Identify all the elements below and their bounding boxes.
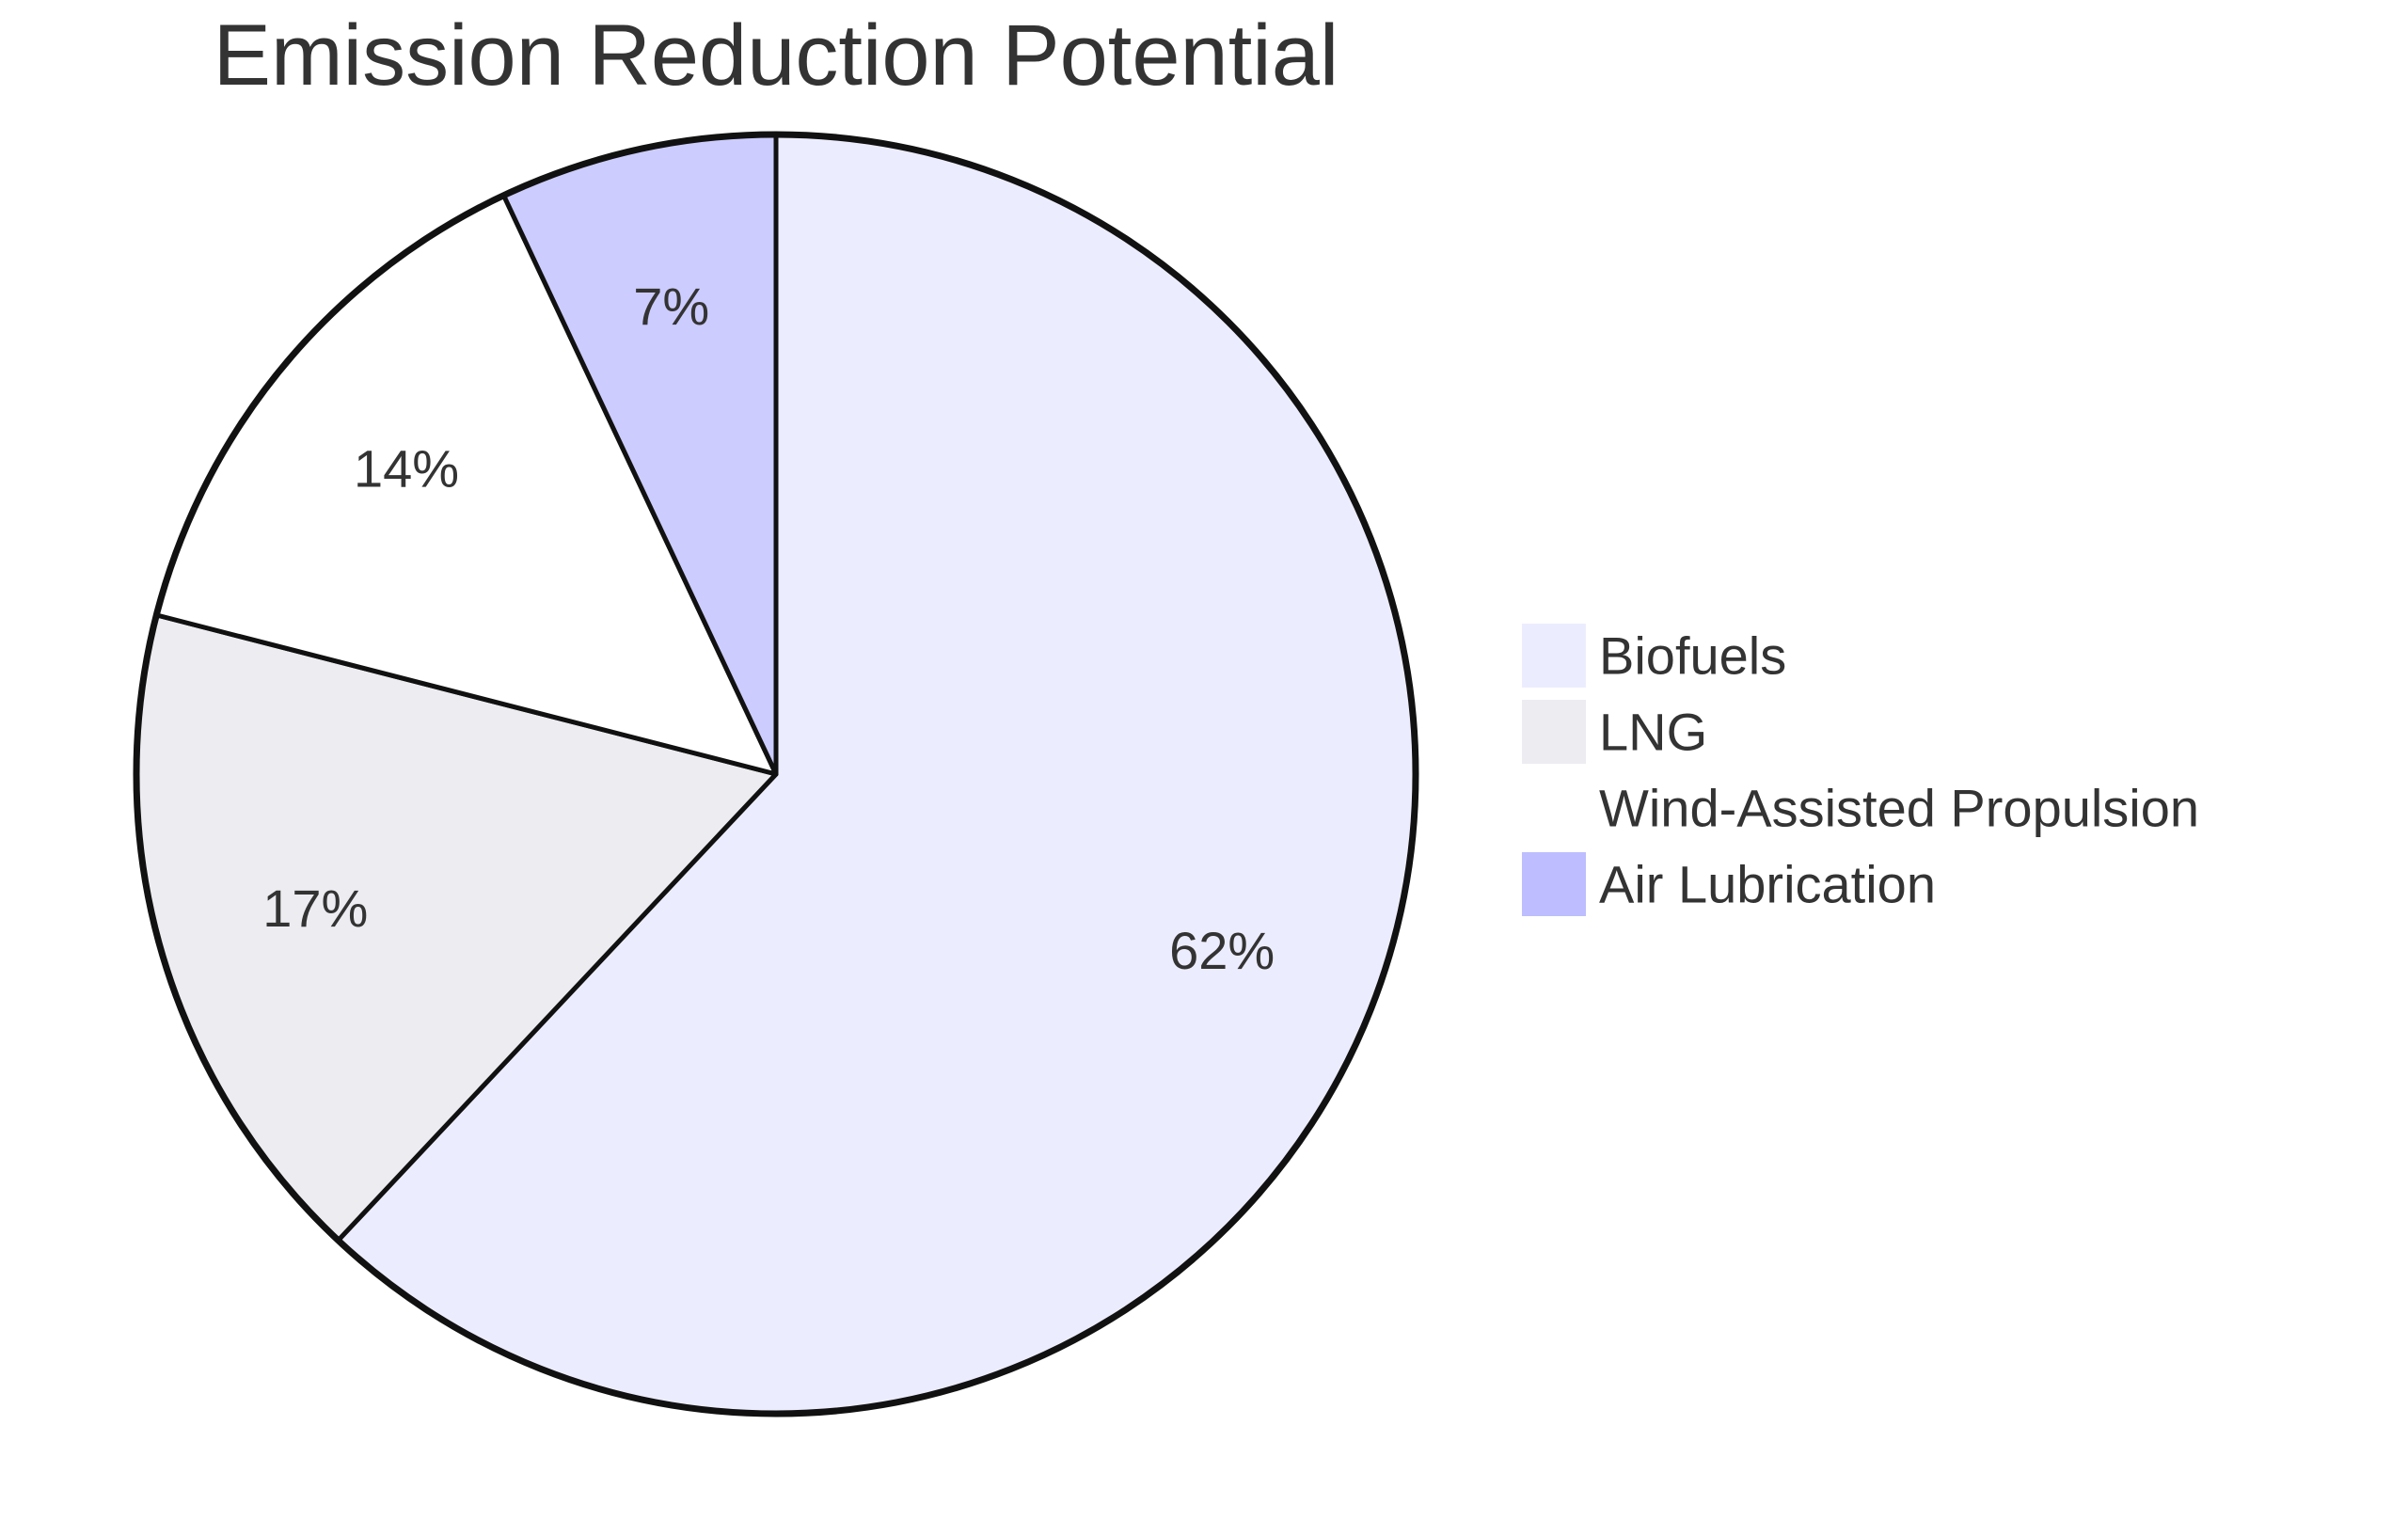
legend-swatch bbox=[1522, 624, 1586, 688]
slice-label: 62% bbox=[1169, 921, 1275, 980]
legend-swatch bbox=[1522, 776, 1586, 840]
legend-swatch bbox=[1522, 852, 1586, 916]
legend-label: LNG bbox=[1599, 703, 1707, 762]
legend-label: Air Lubrication bbox=[1599, 855, 1936, 914]
slice-labels: 62% 17% 14% 7% bbox=[262, 277, 1275, 980]
slice-label: 7% bbox=[633, 277, 709, 336]
slice-label: 14% bbox=[354, 438, 459, 498]
pie-outline bbox=[133, 131, 1419, 1417]
legend-label: Biofuels bbox=[1599, 626, 1786, 686]
legend-swatch bbox=[1522, 700, 1586, 764]
chart-title: Emission Reduction Potential bbox=[214, 8, 1339, 103]
slice-label: 17% bbox=[262, 879, 368, 938]
pie-slices bbox=[134, 132, 1418, 1417]
legend: Biofuels LNG Wind-Assisted Propulsion Air L… bbox=[1522, 624, 2199, 916]
legend-label: Wind-Assisted Propulsion bbox=[1599, 779, 2199, 838]
